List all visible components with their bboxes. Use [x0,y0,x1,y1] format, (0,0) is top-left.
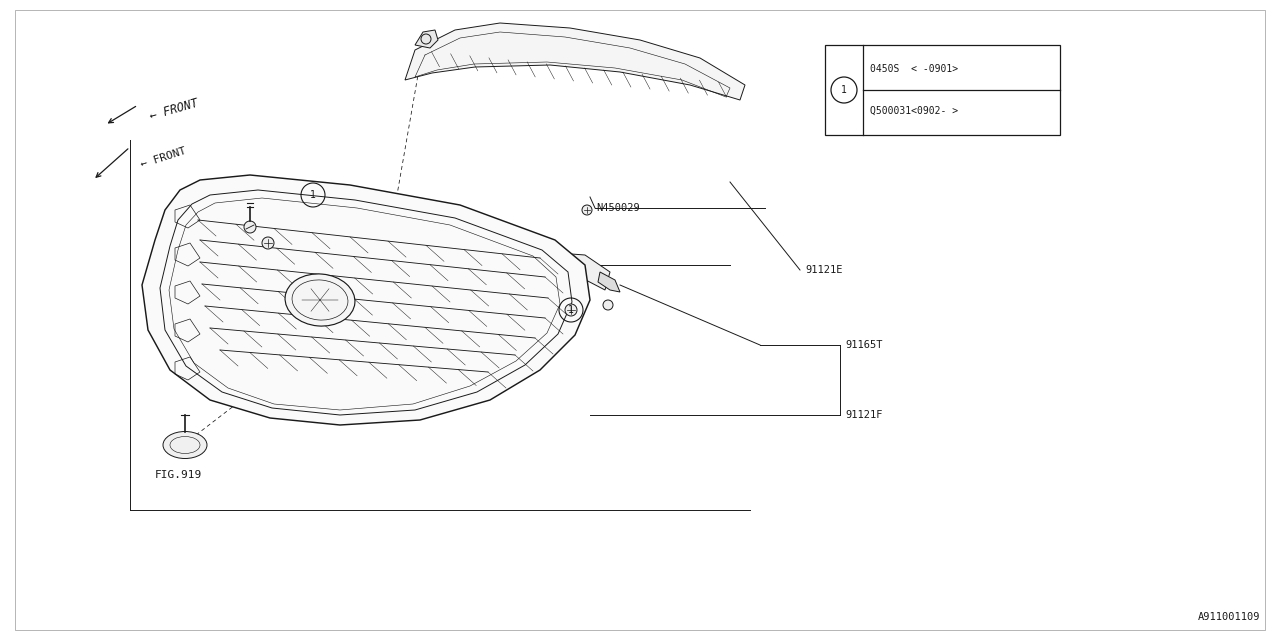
Bar [826,45,1060,135]
Polygon shape [142,175,590,425]
Text: 0450S  < -0901>: 0450S < -0901> [870,64,959,74]
Circle shape [582,205,593,215]
Polygon shape [288,235,611,290]
Polygon shape [415,30,438,48]
Text: N450029: N450029 [596,203,640,213]
Text: 1: 1 [568,305,573,315]
Circle shape [564,304,577,316]
Text: Q500031<0902- >: Q500031<0902- > [870,106,959,116]
Circle shape [262,237,274,249]
Text: ← FRONT: ← FRONT [148,97,200,123]
Ellipse shape [163,431,207,458]
Text: 1: 1 [310,190,316,200]
Text: A911001109: A911001109 [1198,612,1260,622]
Circle shape [244,221,256,233]
Text: 91121F: 91121F [845,410,882,420]
Ellipse shape [285,274,355,326]
Text: 91165T: 91165T [845,340,882,350]
Text: 1: 1 [841,85,847,95]
Polygon shape [404,23,745,100]
Text: FIG.919: FIG.919 [155,470,202,480]
Circle shape [603,300,613,310]
Polygon shape [598,272,620,292]
Text: 91121E: 91121E [805,265,842,275]
Text: ← FRONT: ← FRONT [140,146,188,170]
